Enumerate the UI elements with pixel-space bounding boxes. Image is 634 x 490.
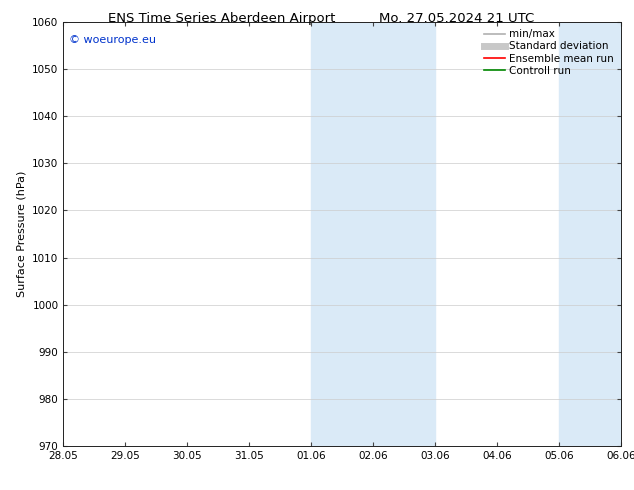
Bar <box>373 22 436 446</box>
Y-axis label: Surface Pressure (hPa): Surface Pressure (hPa) <box>16 171 27 297</box>
Text: © woeurope.eu: © woeurope.eu <box>69 35 156 45</box>
Legend: min/max, Standard deviation, Ensemble mean run, Controll run: min/max, Standard deviation, Ensemble me… <box>482 27 616 78</box>
Text: ENS Time Series Aberdeen Airport: ENS Time Series Aberdeen Airport <box>108 12 335 25</box>
Text: Mo. 27.05.2024 21 UTC: Mo. 27.05.2024 21 UTC <box>379 12 534 25</box>
Bar <box>311 22 373 446</box>
Bar <box>559 22 621 446</box>
